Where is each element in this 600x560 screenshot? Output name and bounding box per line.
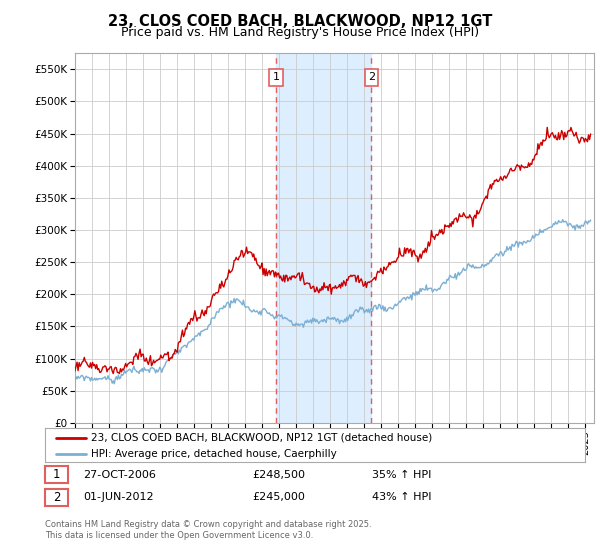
Text: 1: 1	[53, 468, 60, 482]
Text: 01-JUN-2012: 01-JUN-2012	[83, 492, 154, 502]
Text: Contains HM Land Registry data © Crown copyright and database right 2025.
This d: Contains HM Land Registry data © Crown c…	[45, 520, 371, 540]
Text: HPI: Average price, detached house, Caerphilly: HPI: Average price, detached house, Caer…	[91, 449, 337, 459]
Text: £248,500: £248,500	[252, 470, 305, 480]
Text: 27-OCT-2006: 27-OCT-2006	[83, 470, 155, 480]
Text: 43% ↑ HPI: 43% ↑ HPI	[372, 492, 431, 502]
Text: 35% ↑ HPI: 35% ↑ HPI	[372, 470, 431, 480]
Text: 23, CLOS COED BACH, BLACKWOOD, NP12 1GT: 23, CLOS COED BACH, BLACKWOOD, NP12 1GT	[108, 14, 492, 29]
Bar	[276, 53, 371, 423]
Text: 23, CLOS COED BACH, BLACKWOOD, NP12 1GT (detached house): 23, CLOS COED BACH, BLACKWOOD, NP12 1GT …	[91, 433, 432, 443]
Text: £245,000: £245,000	[252, 492, 305, 502]
Text: 2: 2	[368, 72, 375, 82]
Text: 1: 1	[272, 72, 280, 82]
Text: 2: 2	[53, 491, 60, 504]
Text: Price paid vs. HM Land Registry's House Price Index (HPI): Price paid vs. HM Land Registry's House …	[121, 26, 479, 39]
